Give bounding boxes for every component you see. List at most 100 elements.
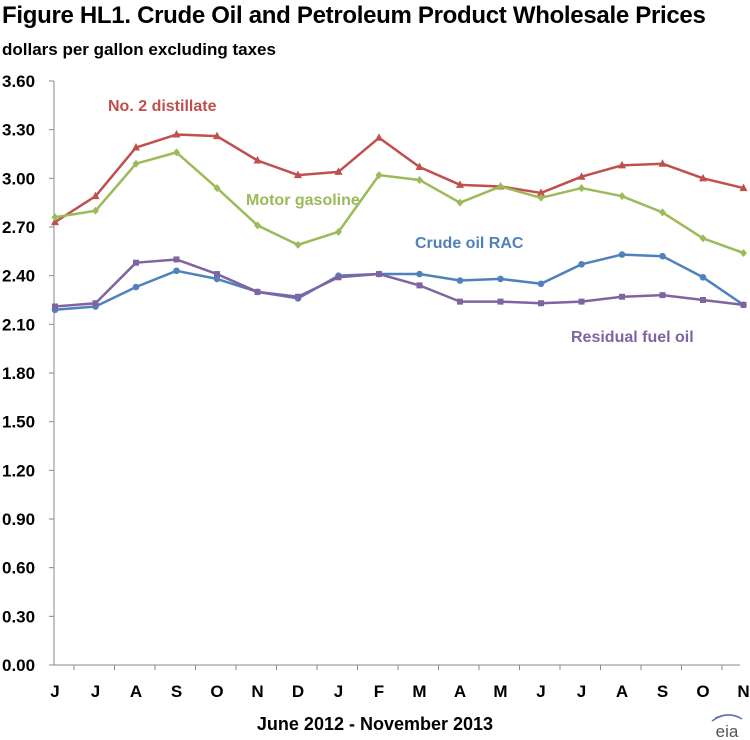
motor-gasoline-point [92, 206, 99, 215]
x-tick-label: J [334, 682, 343, 701]
x-axis-title: June 2012 - November 2013 [256, 714, 494, 734]
no-2-distillate-label: No. 2 distillate [108, 98, 217, 115]
chart-title: Figure HL1. Crude Oil and Petroleum Prod… [2, 2, 706, 29]
crude-oil-rac-point [456, 277, 464, 284]
no-2-distillate-point [51, 217, 59, 226]
x-tick-label: J [577, 682, 586, 701]
x-tick-label: M [412, 682, 426, 701]
y-tick-label: 1.20 [2, 461, 35, 480]
motor-gasoline-line [54, 151, 744, 255]
crude-oil-rac-point [132, 283, 140, 291]
y-tick-label: 0.00 [2, 656, 35, 675]
motor-gasoline-point [173, 148, 180, 157]
crude-oil-rac-point [213, 275, 221, 283]
x-tick-label: J [536, 682, 545, 701]
residual-fuel-oil-point [659, 292, 666, 299]
no-2-distillate-point [294, 170, 302, 179]
no-2-distillate-point [213, 131, 221, 140]
residual-fuel-oil-point [740, 301, 747, 308]
x-tick-label: F [374, 682, 384, 701]
crude-oil-rac-point [416, 270, 423, 278]
no-2-distillate-line [54, 133, 744, 224]
x-tick-label: O [696, 682, 709, 701]
no-2-distillate-point [253, 155, 262, 164]
no-2-distillate-point [739, 183, 748, 192]
motor-gasoline-point [375, 171, 383, 180]
residual-fuel-oil-point [416, 282, 423, 289]
y-tick-label: 1.80 [2, 364, 35, 383]
residual-fuel-oil-point [254, 288, 261, 295]
residual-fuel-oil-point [376, 271, 382, 278]
no-2-distillate-point [577, 172, 586, 180]
residual-fuel-oil-point [700, 297, 706, 303]
no-2-distillate-point [456, 180, 464, 188]
x-tick-label: D [292, 682, 304, 701]
residual-fuel-oil-point [133, 259, 139, 266]
crude-oil-rac-point [578, 261, 585, 268]
x-tick-label: A [130, 682, 142, 701]
residual-fuel-oil-line [54, 258, 744, 308]
motor-gasoline-point [294, 240, 302, 249]
x-tick-label: N [251, 682, 263, 701]
motor-gasoline-point [497, 182, 504, 191]
residual-fuel-oil-point [578, 298, 585, 305]
residual-fuel-oil-point [497, 298, 504, 305]
motor-gasoline-point [659, 208, 666, 217]
y-tick-label: 2.40 [2, 267, 35, 286]
residual-fuel-oil-point [52, 303, 58, 310]
logo-text: eia [716, 722, 739, 740]
crude-oil-rac-point [618, 251, 626, 258]
no-2-distillate-point [699, 173, 707, 182]
residual-fuel-oil-point [173, 256, 180, 263]
no-2-distillate-point [658, 159, 667, 167]
eia-logo: eia [711, 714, 743, 740]
no-2-distillate-point [91, 191, 100, 200]
motor-gasoline-point [740, 248, 747, 257]
y-tick-label: 2.70 [2, 218, 35, 237]
crude-oil-rac-label: Crude oil RAC [415, 235, 524, 252]
x-tick-label: S [657, 682, 668, 701]
residual-fuel-oil-point [457, 298, 463, 305]
no-2-distillate-point [172, 130, 181, 138]
crude-oil-rac-point [659, 252, 666, 260]
motor-gasoline-point [578, 184, 585, 193]
no-2-distillate-point [132, 143, 140, 151]
residual-fuel-oil-point [214, 271, 220, 278]
no-2-distillate-point [415, 162, 424, 170]
residual-fuel-oil-point [335, 274, 342, 281]
y-tick-label: 1.50 [2, 413, 35, 432]
x-tick-label: A [454, 682, 466, 701]
residual-fuel-oil-label: Residual fuel oil [571, 329, 694, 346]
y-tick-label: 0.90 [2, 510, 35, 529]
y-tick-label: 3.00 [2, 169, 35, 188]
crude-oil-rac-point [699, 273, 707, 281]
x-tick-label: N [737, 682, 749, 701]
no-2-distillate-point [537, 188, 545, 196]
chart-subtitle: dollars per gallon excluding taxes [2, 40, 276, 59]
y-tick-label: 3.60 [2, 72, 35, 91]
x-tick-label: O [210, 682, 223, 701]
y-tick-label: 3.30 [2, 121, 35, 140]
no-2-distillate-point [334, 167, 343, 175]
motor-gasoline-point [416, 175, 423, 184]
motor-gasoline-label: Motor gasoline [246, 192, 360, 209]
residual-fuel-oil-point [295, 293, 301, 300]
x-tick-label: J [50, 682, 59, 701]
motor-gasoline-point [254, 221, 261, 230]
residual-fuel-oil-point [619, 293, 625, 300]
y-tick-label: 0.30 [2, 607, 35, 626]
crude-oil-rac-point [537, 280, 545, 288]
motor-gasoline-point [132, 159, 140, 168]
no-2-distillate-point [618, 160, 626, 169]
motor-gasoline-point [51, 213, 59, 222]
x-tick-label: S [171, 682, 182, 701]
x-tick-label: A [616, 682, 628, 701]
y-tick-label: 2.10 [2, 315, 35, 334]
motor-gasoline-point [618, 192, 626, 201]
residual-fuel-oil-point [538, 300, 544, 307]
motor-gasoline-point [456, 198, 464, 207]
no-2-distillate-point [375, 133, 383, 141]
motor-gasoline-point [335, 227, 342, 236]
